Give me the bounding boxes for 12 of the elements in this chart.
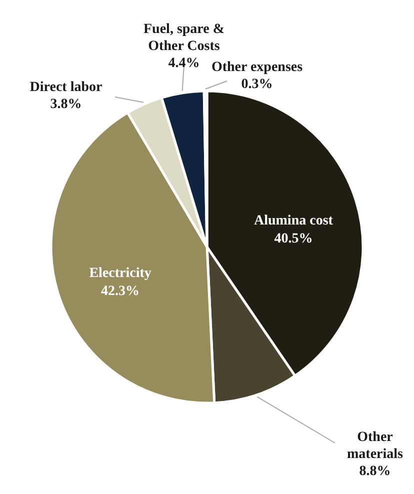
slice-label: Electricity: [89, 266, 152, 281]
data-label: 4.4%: [168, 56, 200, 71]
data-label: 0.3%: [241, 77, 273, 92]
slice-label: Direct labor: [30, 80, 102, 95]
data-label: 8.8%: [359, 464, 391, 479]
slice-label: Alumina cost: [254, 213, 334, 228]
data-label: 42.3%: [101, 284, 140, 299]
slice-label: Fuel, spare & Other Costs: [143, 22, 225, 54]
data-label: 40.5%: [274, 231, 313, 246]
data-label: 3.8%: [50, 97, 82, 112]
slice-label: Other expenses: [211, 60, 304, 75]
slice-label: Other materials: [347, 430, 404, 462]
